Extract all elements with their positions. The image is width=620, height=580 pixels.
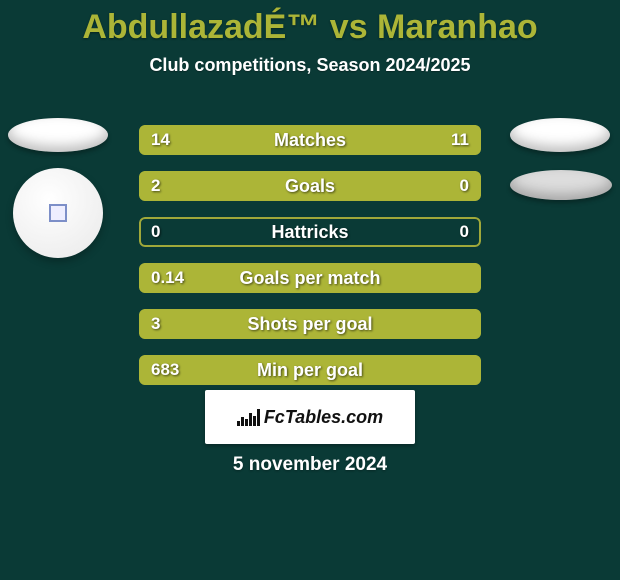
logo: FcTables.com <box>237 407 383 428</box>
title: AbdullazadÉ™ vs Maranhao <box>0 0 620 47</box>
avatar-circle <box>13 168 103 258</box>
stat-label: Matches <box>139 125 481 155</box>
stat-row: Min per goal683 <box>139 355 481 385</box>
stat-value-left: 0 <box>151 217 160 247</box>
logo-bars-icon <box>237 408 260 426</box>
avatar-ellipse <box>510 170 612 200</box>
comparison-card: AbdullazadÉ™ vs Maranhao Club competitio… <box>0 0 620 580</box>
stat-value-left: 14 <box>151 125 170 155</box>
avatar-placeholder-icon <box>49 204 67 222</box>
date: 5 november 2024 <box>0 454 620 476</box>
stat-row: Shots per goal3 <box>139 309 481 339</box>
stat-row: Matches14 11 <box>139 125 481 155</box>
stat-value-right: 11 <box>451 125 469 155</box>
stat-row: Goals per match0.14 <box>139 263 481 293</box>
stat-value-left: 2 <box>151 171 160 201</box>
stat-label: Hattricks <box>139 217 481 247</box>
player-left-avatar <box>8 118 108 258</box>
stat-row: Hattricks0 0 <box>139 217 481 247</box>
avatar-ellipse <box>510 118 610 152</box>
stat-label: Min per goal <box>139 355 481 385</box>
stat-value-left: 683 <box>151 355 179 385</box>
stat-value-left: 0.14 <box>151 263 184 293</box>
logo-box: FcTables.com <box>205 390 415 444</box>
avatar-ellipse <box>8 118 108 152</box>
subtitle: Club competitions, Season 2024/2025 <box>0 55 620 76</box>
stat-value-left: 3 <box>151 309 160 339</box>
logo-text: FcTables.com <box>264 407 383 428</box>
stat-label: Goals per match <box>139 263 481 293</box>
stat-label: Shots per goal <box>139 309 481 339</box>
player-right-avatar <box>510 118 612 200</box>
stat-row: Goals2 0 <box>139 171 481 201</box>
stat-label: Goals <box>139 171 481 201</box>
stat-value-right: 0 <box>460 171 469 201</box>
stat-value-right: 0 <box>460 217 469 247</box>
stat-rows: Matches1411Goals20Hattricks00Goals per m… <box>139 125 481 401</box>
